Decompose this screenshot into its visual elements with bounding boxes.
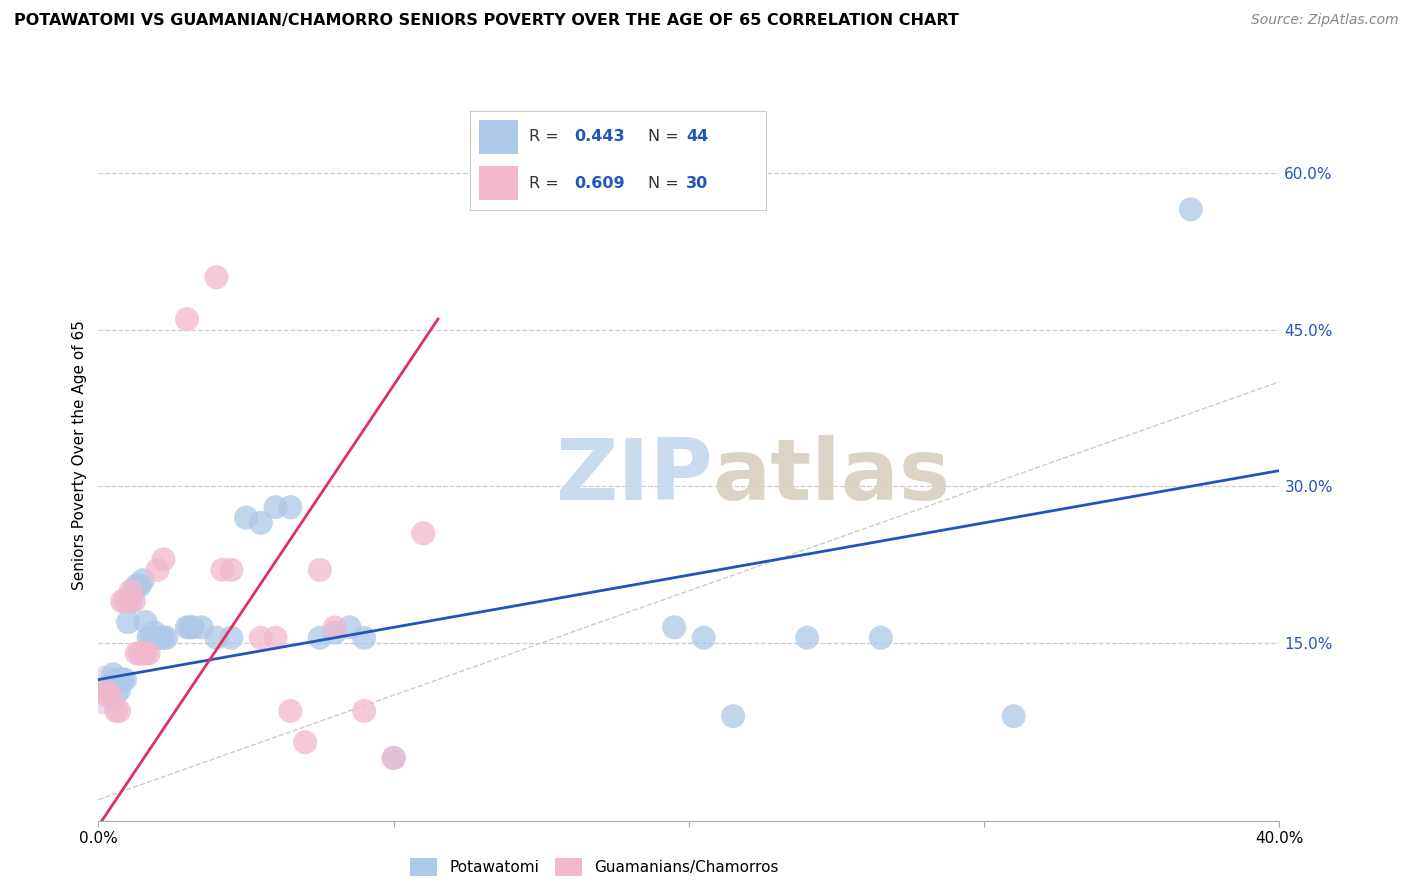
Legend: Potawatomi, Guamanians/Chamorros: Potawatomi, Guamanians/Chamorros [404,852,785,882]
Point [309,563,332,577]
Point [105,673,128,687]
Point [264,500,287,515]
Point [105,704,128,718]
Point [382,751,405,765]
Point [219,631,242,645]
Point [138,647,160,661]
Point [353,704,375,718]
Text: Source: ZipAtlas.com: Source: ZipAtlas.com [1251,13,1399,28]
Point [125,578,148,592]
Point [339,620,360,634]
Point [135,647,157,661]
Point [278,704,302,718]
Point [176,312,198,326]
Text: ZIP: ZIP [555,435,713,518]
Point [211,563,233,577]
Point [132,647,155,661]
Text: POTAWATOMI VS GUAMANIAN/CHAMORRO SENIORS POVERTY OVER THE AGE OF 65 CORRELATION : POTAWATOMI VS GUAMANIAN/CHAMORRO SENIORS… [14,13,959,29]
Point [1002,709,1025,723]
Point [191,620,214,634]
Point [125,647,148,661]
Point [309,631,332,645]
Point [205,631,228,645]
Point [96,688,118,702]
Point [152,552,174,566]
Point [323,620,346,634]
Point [122,583,145,598]
Point [149,631,172,645]
Point [96,683,118,698]
Point [93,683,115,698]
Point [117,615,139,629]
Point [235,510,257,524]
Point [264,631,287,645]
Point [176,620,198,634]
Point [181,620,204,634]
Point [723,709,745,723]
Point [108,683,131,698]
Point [796,631,818,645]
Point [353,631,375,645]
Point [664,620,686,634]
Point [132,574,155,588]
Point [117,594,139,608]
Point [111,594,134,608]
Point [120,583,142,598]
Point [693,631,716,645]
Point [143,625,166,640]
Point [382,751,405,765]
Point [278,500,302,515]
Y-axis label: Seniors Poverty Over the Age of 65: Seniors Poverty Over the Age of 65 [72,320,87,590]
Point [869,631,891,645]
Point [294,735,316,749]
Point [1180,202,1202,217]
Point [98,688,121,702]
Point [111,673,134,687]
Point [93,683,115,698]
Text: atlas: atlas [713,435,950,518]
Point [141,631,163,645]
Point [135,615,157,629]
Point [120,594,142,608]
Point [138,631,160,645]
Point [155,631,177,645]
Point [98,678,121,692]
Point [323,625,346,640]
Point [152,631,174,645]
Point [219,563,242,577]
Point [114,673,136,687]
Point [412,526,434,541]
Point [250,516,273,530]
Point [114,594,136,608]
Point [179,620,201,634]
Point [103,667,125,681]
Point [146,563,169,577]
Point [205,270,228,285]
Point [128,647,150,661]
Point [93,683,115,698]
Point [108,704,131,718]
Point [250,631,273,645]
Point [122,594,145,608]
Point [128,578,150,592]
Point [146,631,169,645]
